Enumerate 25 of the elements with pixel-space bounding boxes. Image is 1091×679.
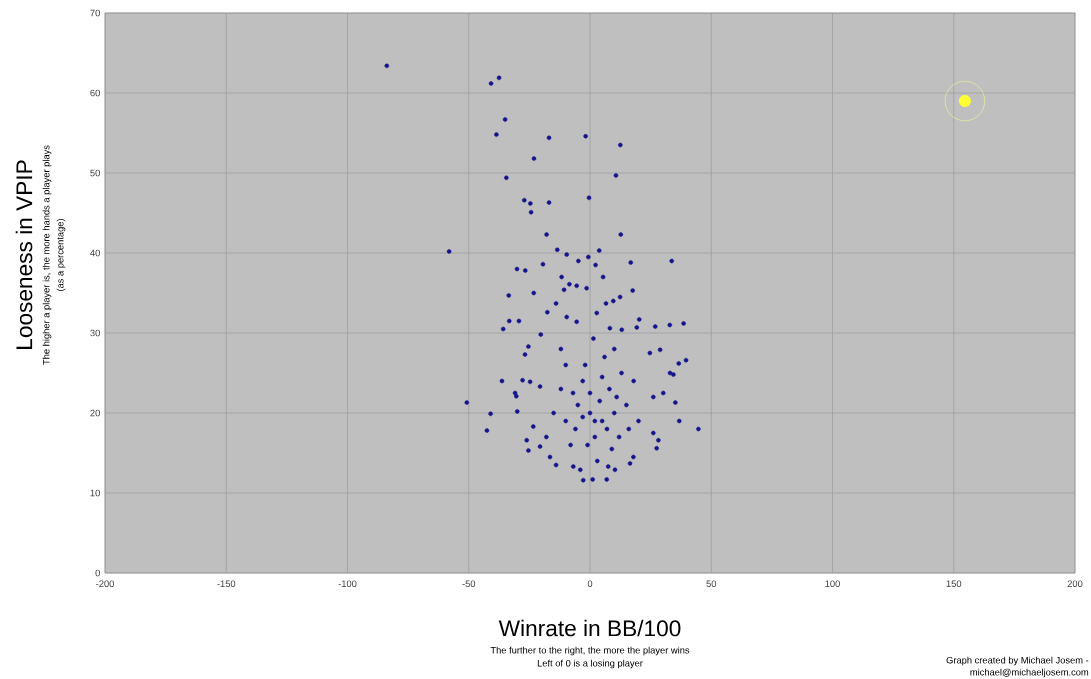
y-tick-label: 50 [90, 169, 100, 177]
y-tick-label: 60 [90, 89, 100, 97]
x-tick-label: 0 [587, 580, 593, 587]
x-tick-label: -50 [462, 580, 476, 587]
x-axis-title: Winrate in BB/100 [498, 619, 681, 637]
x-tick-label: 50 [706, 580, 717, 587]
y-tick-label: 70 [90, 9, 100, 17]
text: The higher a player is, the more hands a player plays [42, 145, 52, 365]
text: Left of 0 is a losing player [537, 659, 643, 669]
y-tick-label: 20 [90, 409, 100, 417]
text: (as a percentage) [56, 219, 66, 291]
x-tick-label: 150 [946, 580, 962, 587]
y-axis-title: Looseness in VPIP [15, 160, 33, 349]
text: Graph created by Michael Josem - [946, 656, 1089, 666]
x-tick-label: 200 [1067, 580, 1083, 587]
x-tick-label: 100 [825, 580, 840, 587]
x-tick-label: -150 [217, 580, 236, 587]
text: michael@michaeljosem.com [970, 668, 1089, 678]
y-tick-label: 30 [90, 329, 100, 337]
text: The further to the right, the more the player wins [490, 646, 690, 656]
x-tick-label: -200 [96, 580, 114, 587]
y-tick-label: 10 [90, 489, 100, 497]
x-tick-label: -100 [338, 580, 357, 587]
y-tick-label: 0 [95, 569, 100, 577]
y-tick-label: 40 [90, 249, 100, 257]
